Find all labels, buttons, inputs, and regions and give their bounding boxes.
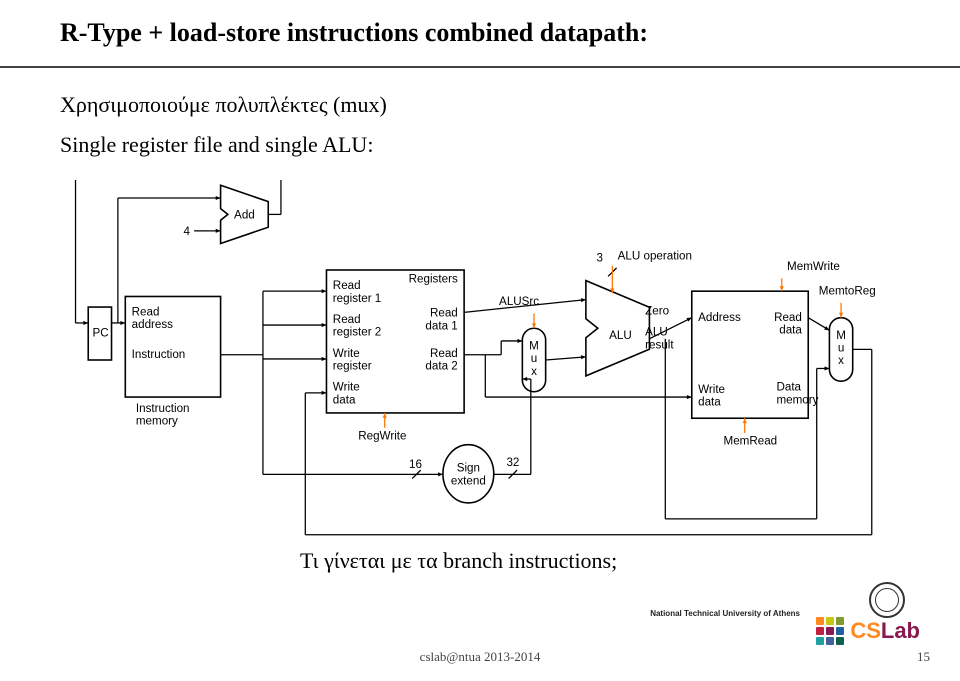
svg-text:Add: Add: [234, 209, 255, 222]
svg-text:memory: memory: [136, 415, 178, 428]
svg-text:32: 32: [506, 456, 519, 469]
svg-text:Read: Read: [430, 347, 458, 360]
svg-text:Read: Read: [774, 311, 802, 324]
footer-center: cslab@ntua 2013-2014: [0, 649, 960, 665]
svg-text:Instruction: Instruction: [132, 348, 186, 361]
svg-text:MemtoReg: MemtoReg: [819, 284, 876, 297]
svg-text:Instruction: Instruction: [136, 402, 190, 415]
svg-text:Read: Read: [333, 313, 361, 326]
page-number: 15: [917, 649, 930, 665]
svg-text:ALU operation: ALU operation: [618, 249, 692, 262]
svg-text:data 1: data 1: [425, 319, 457, 332]
cslab-logo: CSLab: [816, 617, 920, 645]
svg-text:Read: Read: [132, 306, 160, 319]
svg-text:PC: PC: [92, 327, 108, 340]
svg-text:ALU: ALU: [609, 329, 632, 342]
cslab-cs: CS: [850, 618, 881, 643]
svg-text:x: x: [838, 354, 844, 367]
cslab-lab: Lab: [881, 618, 920, 643]
svg-text:Write: Write: [333, 347, 360, 360]
svg-text:result: result: [645, 338, 674, 351]
svg-text:M: M: [529, 339, 539, 352]
svg-text:register 1: register 1: [333, 292, 381, 305]
svg-text:register: register: [333, 360, 372, 373]
svg-text:4: 4: [184, 225, 191, 238]
svg-text:address: address: [132, 318, 174, 331]
svg-text:16: 16: [409, 458, 422, 471]
svg-text:x: x: [531, 365, 537, 378]
svg-text:ALU: ALU: [645, 326, 668, 339]
svg-text:memory: memory: [776, 393, 818, 406]
page-title: R-Type + load-store instructions combine…: [60, 18, 648, 48]
svg-text:Zero: Zero: [645, 304, 669, 317]
svg-text:u: u: [531, 352, 537, 365]
svg-text:MemWrite: MemWrite: [787, 260, 840, 273]
svg-text:data: data: [698, 396, 721, 409]
svg-text:u: u: [838, 342, 844, 355]
svg-text:register 2: register 2: [333, 326, 381, 339]
ntua-seal-icon: [869, 582, 905, 618]
ntua-label: National Technical University of Athens: [650, 609, 800, 618]
svg-text:Read: Read: [430, 307, 458, 320]
svg-text:MemRead: MemRead: [724, 435, 778, 448]
svg-text:Read: Read: [333, 279, 361, 292]
subtitle-1: Χρησιμοποιούμε πολυπλέκτες (mux): [60, 92, 387, 118]
svg-text:Write: Write: [698, 383, 725, 396]
svg-text:data: data: [333, 393, 356, 406]
subtitle-2: Single register file and single ALU:: [60, 132, 373, 158]
svg-text:Address: Address: [698, 311, 741, 324]
footer: National Technical University of Athens …: [0, 593, 960, 673]
svg-text:data 2: data 2: [425, 360, 457, 373]
svg-text:extend: extend: [451, 474, 486, 487]
svg-text:Write: Write: [333, 381, 360, 394]
divider: [0, 66, 960, 68]
svg-text:RegWrite: RegWrite: [358, 429, 406, 442]
cslab-text: CSLab: [850, 618, 920, 644]
svg-text:data: data: [779, 324, 802, 337]
datapath-diagram: PCReadaddressInstructionInstructionmemor…: [60, 180, 900, 540]
svg-text:Sign: Sign: [457, 462, 480, 475]
svg-text:Data: Data: [776, 381, 801, 394]
svg-text:Registers: Registers: [409, 273, 458, 286]
cslab-dots-icon: [816, 617, 844, 645]
svg-text:3: 3: [596, 252, 602, 265]
question-text: Τι γίνεται με τα branch instructions;: [300, 548, 617, 574]
svg-text:M: M: [836, 329, 846, 342]
